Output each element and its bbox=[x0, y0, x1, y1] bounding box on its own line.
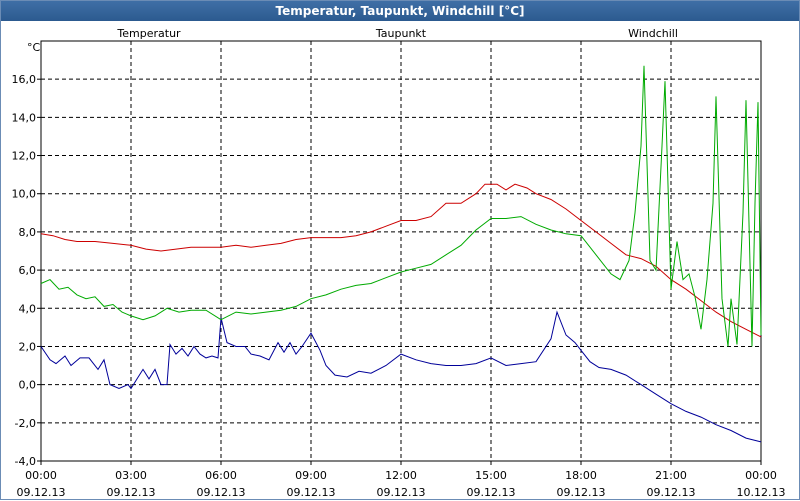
x-tick-time-label: 06:00 bbox=[205, 469, 237, 482]
x-tick-time-label: 15:00 bbox=[475, 469, 507, 482]
y-tick-label: 4,0 bbox=[19, 302, 37, 315]
x-tick-time-label: 00:00 bbox=[745, 469, 777, 482]
x-tick-time-label: 18:00 bbox=[565, 469, 597, 482]
y-axis-ticks: 16,0 14,0 12,0 10,0 8,0 6,0 4,0 2,0 0,0 -2,0 -4,0 bbox=[12, 73, 41, 468]
x-tick-date-label: 09.12.13 bbox=[467, 486, 516, 499]
series-line-temperatur bbox=[40, 183, 762, 338]
x-tick-date-label: 09.12.13 bbox=[287, 486, 336, 499]
y-tick-label: 10,0 bbox=[12, 188, 37, 201]
y-tick-label: 14,0 bbox=[12, 111, 37, 124]
series-line-taupunkt bbox=[40, 310, 762, 443]
window-title: Temperatur, Taupunkt, Windchill [°C] bbox=[1, 1, 799, 21]
legend-temperatur: Temperatur bbox=[116, 27, 181, 40]
y-tick-label: 6,0 bbox=[19, 264, 37, 277]
y-tick-label: 2,0 bbox=[19, 340, 37, 353]
x-tick-time-label: 12:00 bbox=[385, 469, 417, 482]
legend: Temperatur Taupunkt Windchill bbox=[116, 27, 678, 40]
x-tick-date-label: 09.12.13 bbox=[377, 486, 426, 499]
x-tick-date-label: 10.12.13 bbox=[737, 486, 786, 499]
x-tick-time-label: 03:00 bbox=[115, 469, 147, 482]
x-tick-date-label: 09.12.13 bbox=[197, 486, 246, 499]
grid-lines bbox=[41, 41, 761, 461]
x-axis-ticks: 00:00 09.12.13 03:00 09.12.13 06:00 09.12.13 0… bbox=[17, 461, 786, 499]
y-tick-label: 8,0 bbox=[19, 226, 37, 239]
y-tick-label: -4,0 bbox=[15, 455, 36, 468]
legend-taupunkt: Taupunkt bbox=[375, 27, 427, 40]
x-tick-date-label: 09.12.13 bbox=[557, 486, 606, 499]
y-tick-label: 12,0 bbox=[12, 150, 37, 163]
x-tick-time-label: 00:00 bbox=[25, 469, 57, 482]
x-tick-time-label: 21:00 bbox=[655, 469, 687, 482]
y-axis-unit-label: °C bbox=[27, 41, 41, 54]
x-tick-date-label: 09.12.13 bbox=[107, 486, 156, 499]
y-tick-label: 16,0 bbox=[12, 73, 37, 86]
x-tick-date-label: 09.12.13 bbox=[647, 486, 696, 499]
series-line-windchill bbox=[40, 65, 762, 347]
x-tick-date-label: 09.12.13 bbox=[17, 486, 66, 499]
legend-windchill: Windchill bbox=[628, 27, 678, 40]
y-tick-label: 0,0 bbox=[19, 379, 37, 392]
line-chart: 16,014,012,010,08,06,04,02,00,0-2,0-4,0 … bbox=[12, 27, 786, 499]
series-lines bbox=[40, 65, 762, 443]
y-tick-label: -2,0 bbox=[15, 417, 36, 430]
x-tick-time-label: 09:00 bbox=[295, 469, 327, 482]
